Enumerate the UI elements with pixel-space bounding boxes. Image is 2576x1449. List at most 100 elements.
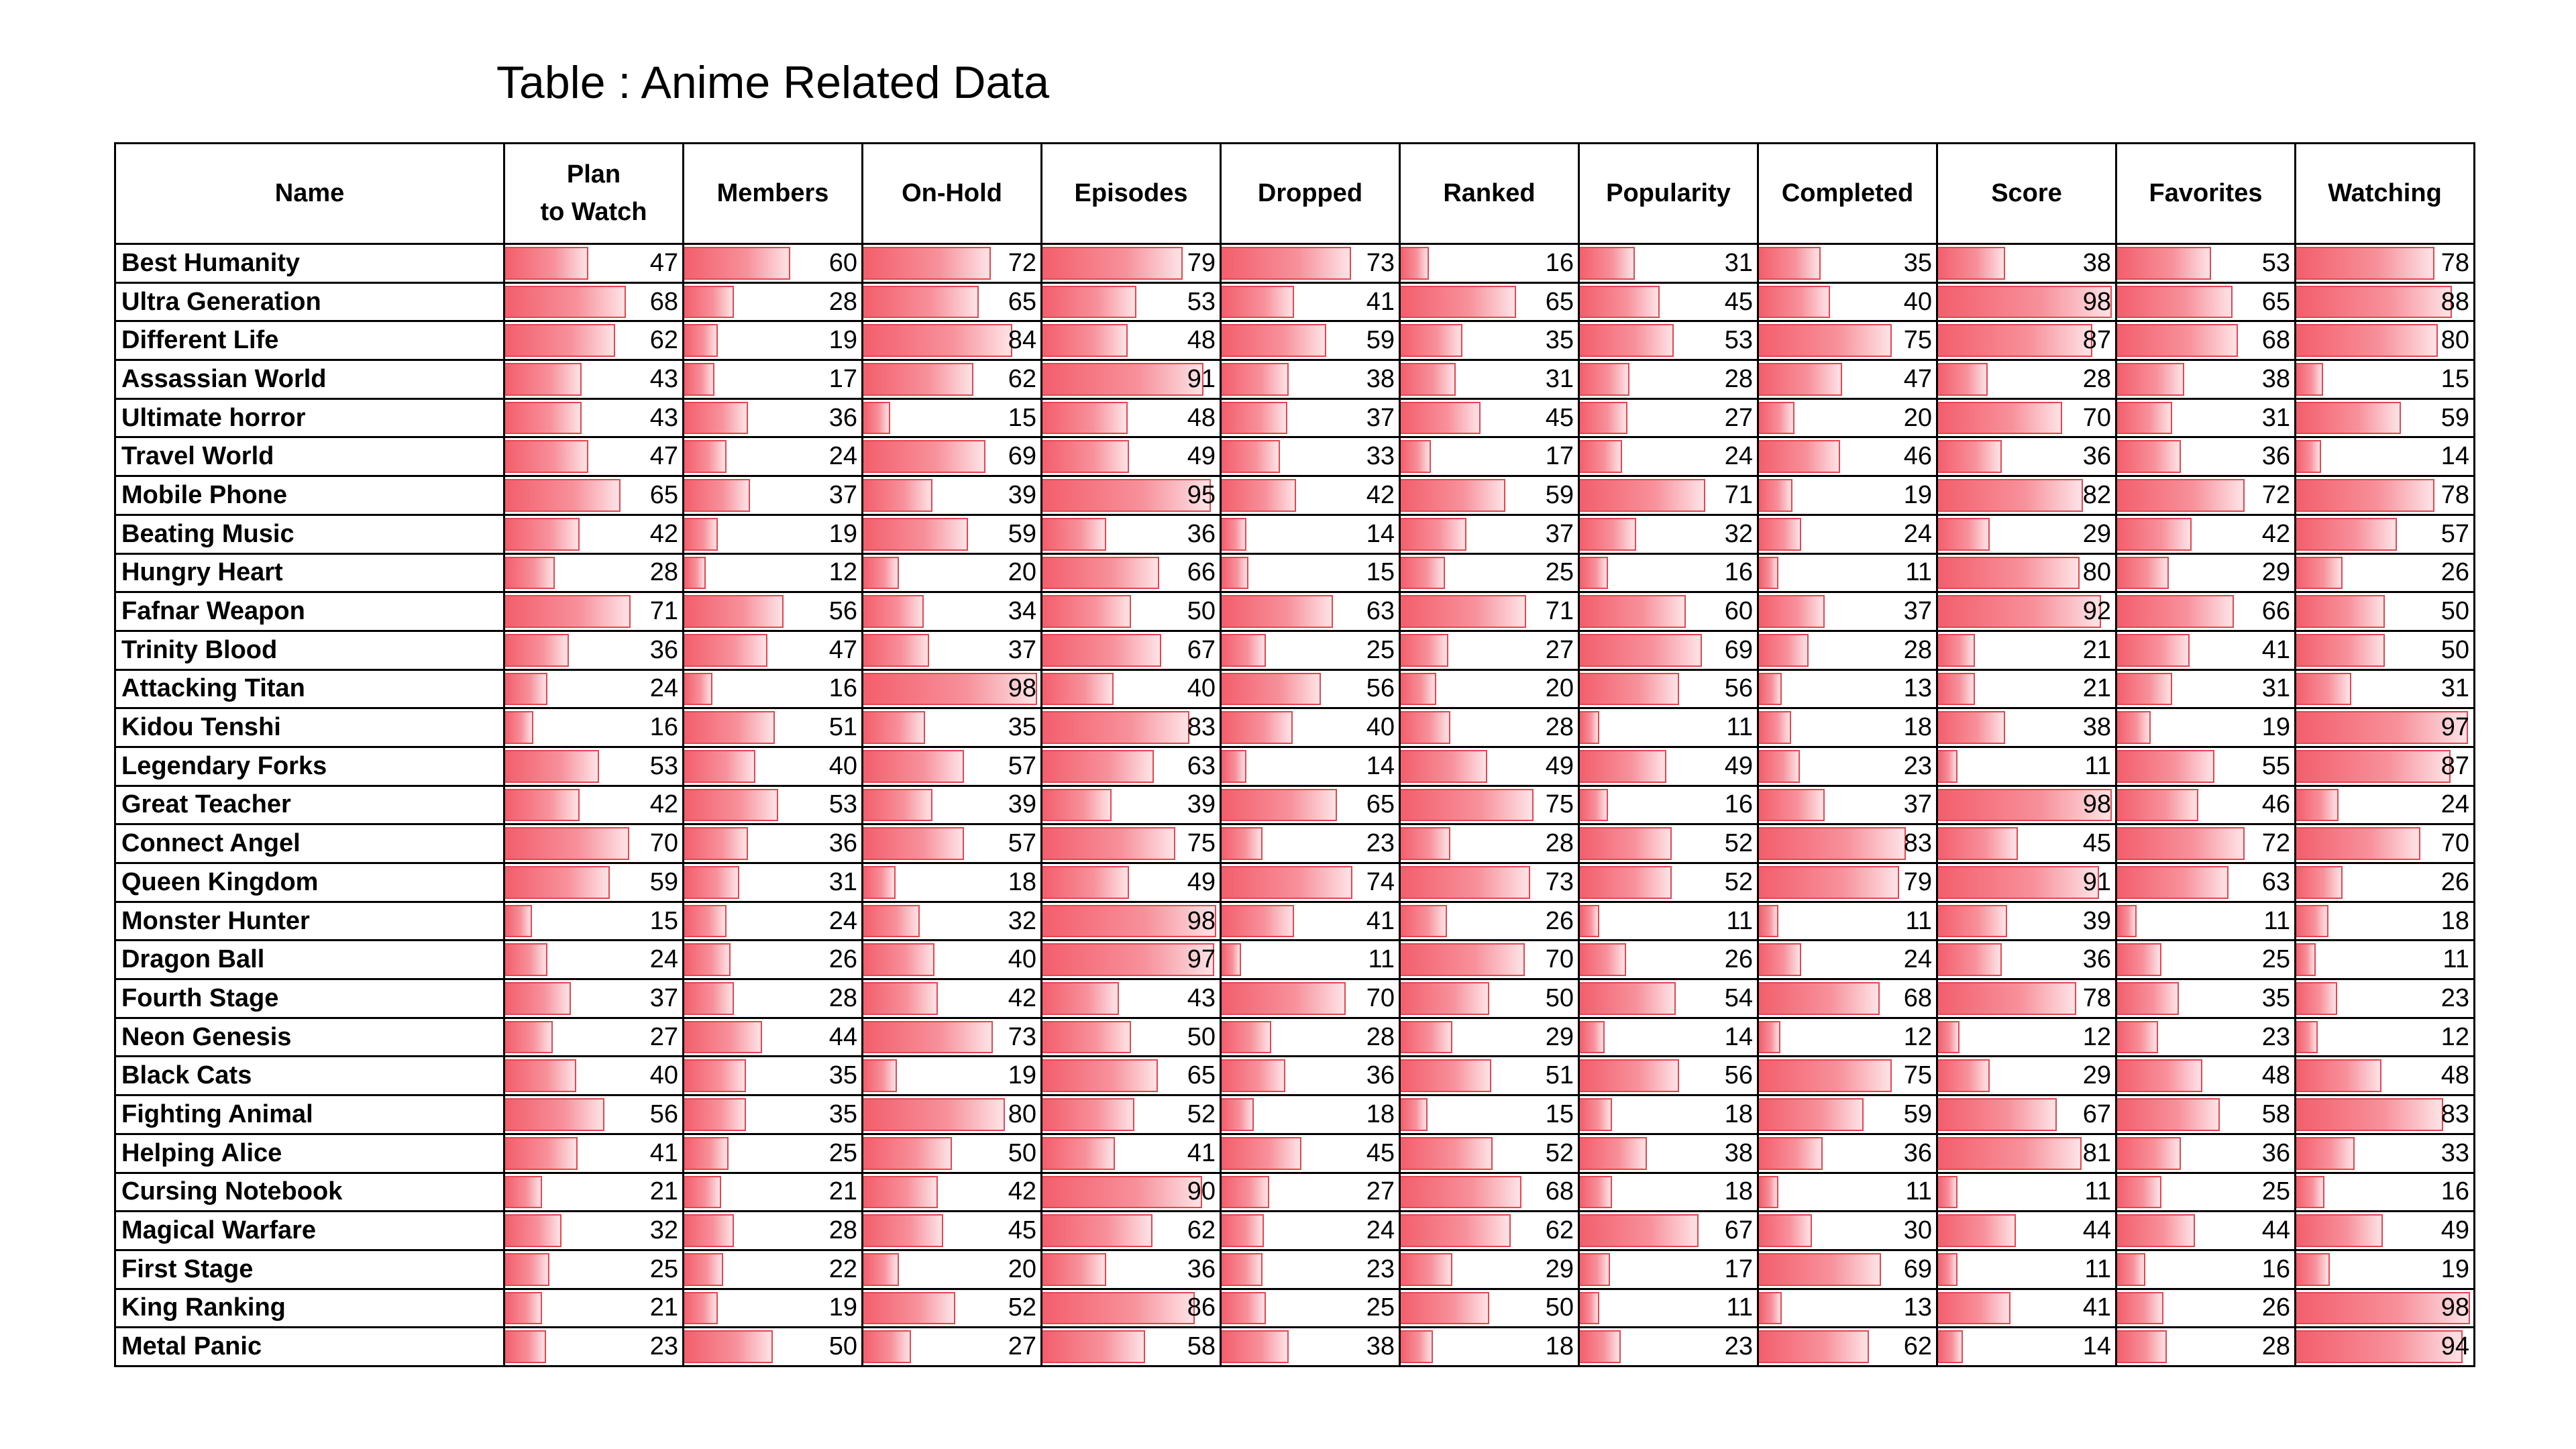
value-label: 26	[1724, 945, 1753, 974]
value-cell: 45	[1578, 281, 1759, 323]
data-bar	[684, 1291, 718, 1325]
value-label: 14	[1366, 751, 1395, 780]
value-cell: 55	[2115, 745, 2296, 787]
value-cell: 91	[1040, 359, 1222, 400]
value-label: 45	[1545, 403, 1574, 432]
value-label: 79	[1903, 867, 1932, 896]
row-name-cell: Travel World	[114, 436, 505, 478]
value-label: 59	[1366, 326, 1395, 355]
value-label: 25	[1366, 635, 1395, 664]
value-label: 27	[1366, 1177, 1395, 1206]
value-cell: 59	[503, 862, 684, 903]
value-label: 11	[1905, 906, 1932, 935]
value-cell: 14	[1220, 513, 1401, 555]
data-bar	[1401, 672, 1436, 706]
value-cell: 28	[1399, 707, 1580, 748]
data-bar	[2296, 788, 2339, 822]
data-bar	[863, 479, 932, 512]
value-cell: 36	[2115, 1132, 2296, 1174]
value-cell: 70	[1220, 978, 1401, 1019]
value-cell: 35	[861, 707, 1042, 748]
data-bar	[1401, 633, 1449, 667]
value-cell: 70	[503, 823, 684, 864]
value-cell: 16	[682, 668, 863, 710]
value-cell: 40	[503, 1055, 684, 1097]
value-label: 32	[649, 1216, 678, 1245]
value-label: 47	[649, 248, 678, 277]
value-cell: 47	[503, 243, 684, 284]
data-bar	[684, 1136, 729, 1170]
value-label: 73	[1366, 248, 1395, 277]
value-cell: 95	[1040, 475, 1222, 516]
table-row: Trinity Blood 36 47 37 67 25 27 69 28 21 41 50	[114, 629, 2475, 671]
data-bar	[1042, 247, 1183, 280]
value-cell: 56	[1578, 1055, 1759, 1097]
data-bar	[1938, 1291, 2011, 1325]
value-label: 12	[828, 558, 857, 587]
value-cell: 40	[1040, 668, 1222, 710]
value-cell: 29	[1399, 1016, 1580, 1058]
data-bar	[1580, 788, 1609, 822]
data-bar	[2117, 1098, 2220, 1131]
data-bar	[2117, 363, 2185, 396]
table-row: Mobile Phone 65 37 39 95 42 59 71 19 82 72 78	[114, 475, 2475, 516]
value-label: 17	[828, 364, 857, 393]
data-bar	[1222, 749, 1246, 783]
data-bar	[863, 1291, 956, 1325]
value-cell: 79	[1757, 862, 1938, 903]
data-bar	[1401, 866, 1530, 899]
value-cell: 20	[1757, 397, 1938, 439]
value-label: 66	[1187, 558, 1216, 587]
value-cell: 48	[2294, 1055, 2475, 1097]
data-bar	[863, 1098, 1006, 1131]
value-label: 28	[1903, 635, 1932, 664]
value-label: 42	[1366, 480, 1395, 509]
value-label: 26	[2440, 558, 2469, 587]
data-bar	[1042, 1291, 1195, 1325]
data-bar	[1401, 517, 1466, 551]
data-bar	[863, 401, 890, 435]
value-cell: 32	[861, 900, 1042, 942]
value-cell: 38	[1936, 243, 2117, 284]
value-cell: 24	[503, 939, 684, 981]
data-bar	[684, 479, 750, 512]
value-cell: 71	[1399, 591, 1580, 632]
value-label: 53	[828, 790, 857, 819]
value-label: 43	[1187, 983, 1216, 1012]
value-cell: 12	[1936, 1016, 2117, 1058]
value-cell: 83	[1040, 707, 1222, 748]
data-bar	[2117, 247, 2211, 280]
value-label: 16	[649, 713, 678, 742]
value-cell: 62	[1399, 1210, 1580, 1251]
value-cell: 38	[1936, 707, 2117, 748]
value-label: 71	[1545, 597, 1574, 626]
value-cell: 53	[2115, 243, 2296, 284]
value-cell: 60	[682, 243, 863, 284]
data-bar	[505, 943, 548, 977]
data-bar	[684, 401, 749, 435]
data-bar	[2296, 866, 2343, 899]
data-bar	[1042, 285, 1136, 319]
data-bar	[1222, 1098, 1254, 1131]
value-cell: 28	[2115, 1326, 2296, 1367]
value-cell: 41	[503, 1132, 684, 1174]
value-label: 23	[649, 1332, 678, 1361]
data-bar	[2296, 247, 2434, 280]
value-label: 50	[1187, 1022, 1216, 1051]
value-label: 24	[1366, 1216, 1395, 1245]
data-bar	[505, 1059, 576, 1093]
value-cell: 90	[1040, 1171, 1222, 1213]
value-label: 28	[1366, 1022, 1395, 1051]
value-cell: 14	[1220, 745, 1401, 787]
data-bar	[684, 1175, 722, 1209]
data-bar	[505, 633, 570, 667]
value-label: 27	[1724, 403, 1753, 432]
table-row: Best Humanity 47 60 72 79 73 16 31 35 38 53 78	[114, 243, 2475, 284]
value-label: 21	[2082, 674, 2111, 703]
column-header: Members	[682, 142, 863, 245]
value-cell: 23	[2294, 978, 2475, 1019]
data-bar	[863, 363, 973, 396]
value-label: 60	[828, 248, 857, 277]
data-bar	[863, 324, 1012, 358]
data-bar	[684, 1020, 763, 1054]
